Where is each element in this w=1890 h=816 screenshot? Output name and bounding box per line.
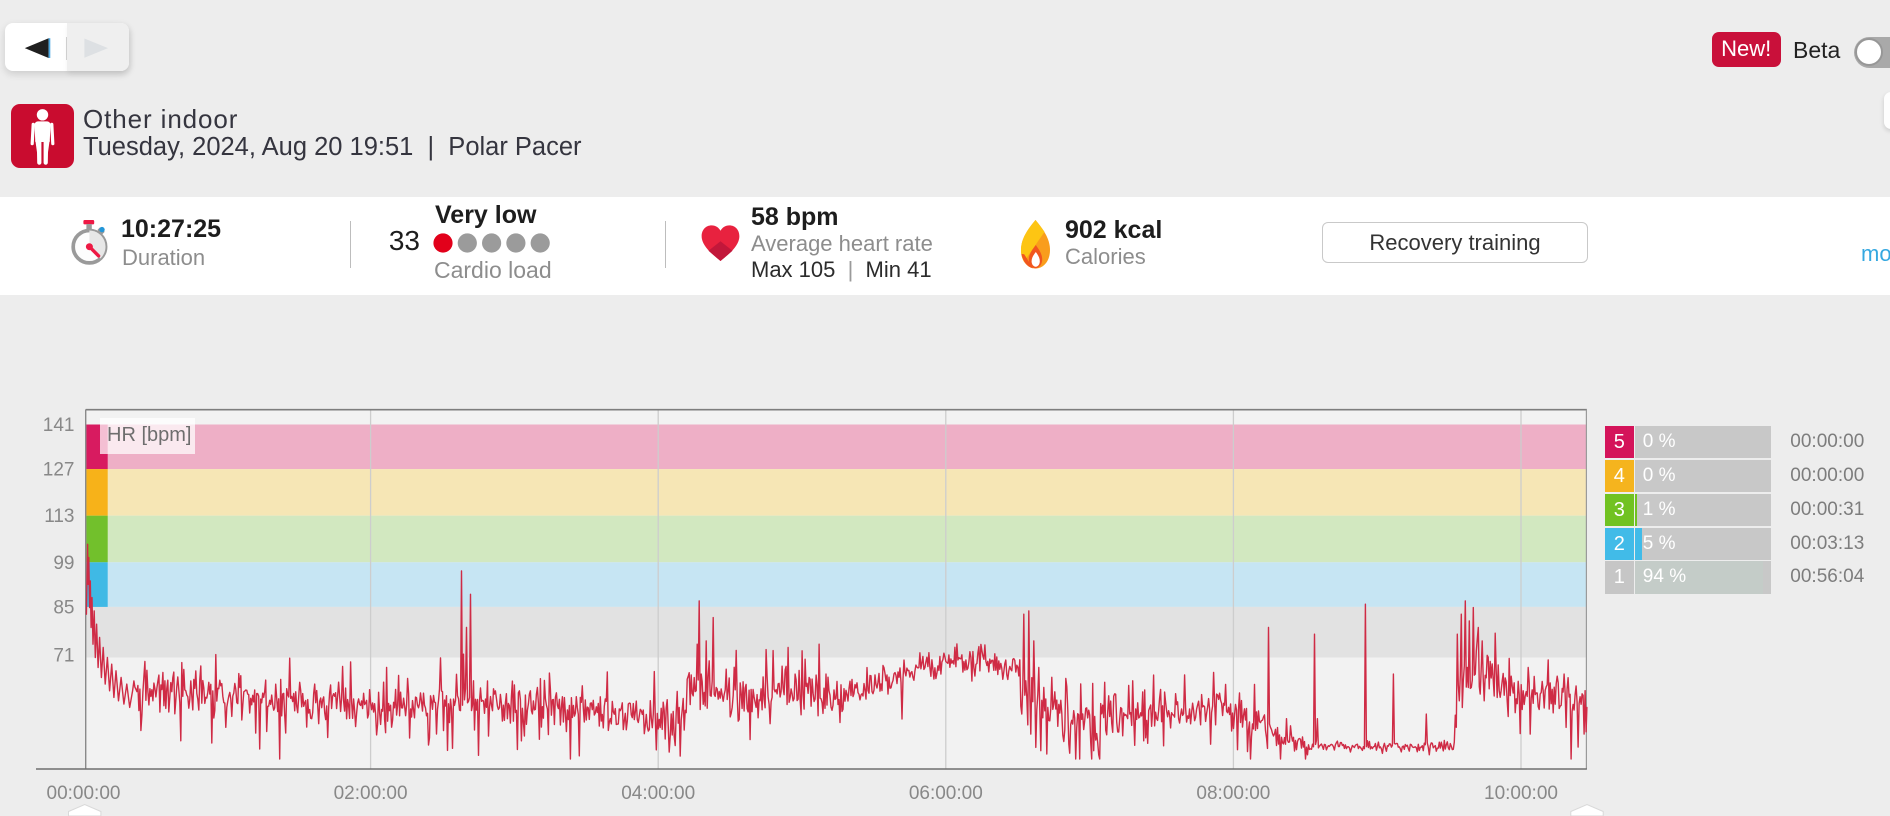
svg-text:85: 85 [53, 597, 74, 618]
svg-text:06:00:00: 06:00:00 [909, 783, 983, 804]
svg-text:00:00:00: 00:00:00 [47, 783, 121, 804]
svg-text:113: 113 [44, 506, 74, 527]
svg-text:127: 127 [43, 460, 75, 481]
svg-text:02:00:00: 02:00:00 [334, 783, 408, 804]
svg-text:99: 99 [53, 553, 74, 574]
svg-text:71: 71 [53, 646, 74, 667]
svg-text:08:00:00: 08:00:00 [1196, 783, 1270, 804]
svg-text:141: 141 [43, 415, 75, 436]
svg-text:04:00:00: 04:00:00 [621, 783, 695, 804]
svg-text:HR [bpm]: HR [bpm] [107, 424, 191, 446]
svg-text:10:00:00: 10:00:00 [1484, 783, 1558, 804]
